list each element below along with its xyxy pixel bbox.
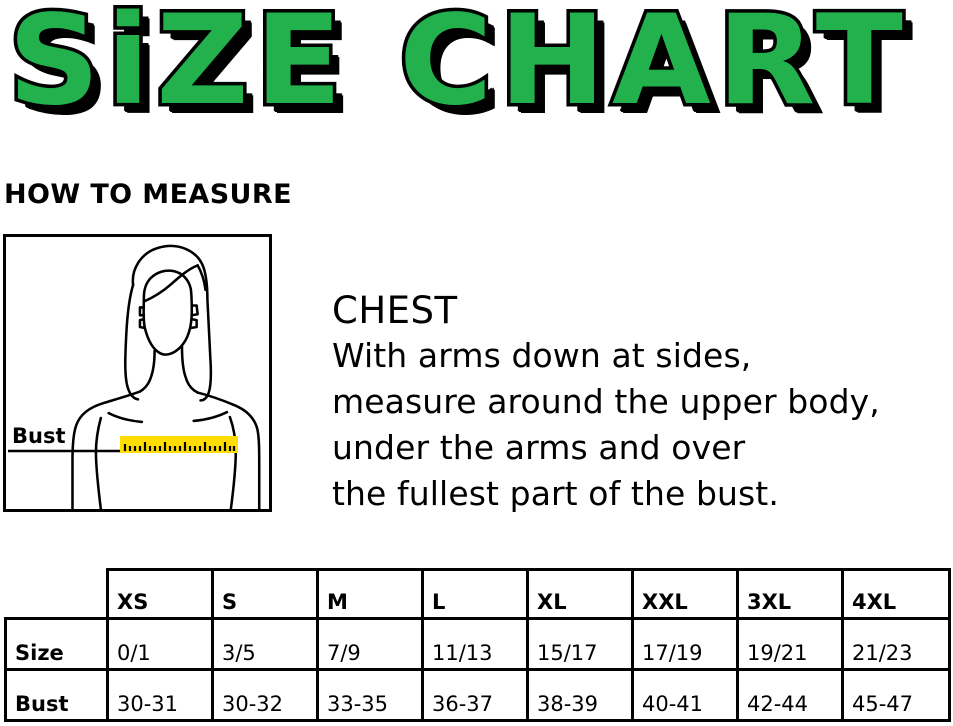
table-header-row: XS S M L XL XXL 3XL 4XL (5, 568, 951, 620)
row-label-size: Size (4, 617, 109, 671)
size-value-4xl: 21/23 (841, 617, 951, 671)
page-title: SiZE CHART (4, 0, 910, 137)
bust-value-m: 33-35 (316, 668, 424, 722)
bust-value-xxl: 40-41 (631, 668, 739, 722)
description-line-1: With arms down at sides, (332, 336, 752, 375)
measurement-description: CHEST With arms down at sides, measure a… (332, 288, 932, 517)
table-header-m: M (316, 568, 424, 620)
description-heading: CHEST (332, 289, 458, 332)
size-value-l: 11/13 (421, 617, 529, 671)
tape-measure-ticks (123, 442, 236, 451)
table-header-s: S (211, 568, 319, 620)
size-value-m: 7/9 (316, 617, 424, 671)
bust-value-xs: 30-31 (106, 668, 214, 722)
description-line-3: under the arms and over (332, 428, 746, 467)
bust-label: Bust (12, 424, 66, 448)
bust-value-l: 36-37 (421, 668, 529, 722)
row-label-bust: Bust (4, 668, 109, 722)
table-header-xs: XS (106, 568, 214, 620)
bust-value-4xl: 45-47 (841, 668, 951, 722)
table-row-bust: Bust 30-31 30-32 33-35 36-37 38-39 40-41… (4, 668, 951, 722)
female-torso-figure-icon (71, 244, 261, 509)
table-corner-cell (5, 569, 108, 619)
table-header-xl: XL (526, 568, 634, 620)
table-header-l: L (421, 568, 529, 620)
measurement-illustration (3, 234, 272, 512)
table-header-4xl: 4XL (841, 568, 951, 620)
description-line-4: the fullest part of the bust. (332, 474, 779, 513)
size-value-s: 3/5 (211, 617, 319, 671)
table-header-3xl: 3XL (736, 568, 844, 620)
how-to-measure-heading: HOW TO MEASURE (4, 179, 292, 210)
size-chart-table: XS S M L XL XXL 3XL 4XL Size 0/1 3/5 7/9… (4, 568, 951, 722)
page-title-block: SiZE CHART (0, 0, 953, 150)
bust-value-s: 30-32 (211, 668, 319, 722)
bust-measurement-overlay (8, 436, 238, 453)
table-row-size: Size 0/1 3/5 7/9 11/13 15/17 17/19 19/21… (4, 617, 951, 671)
bust-value-3xl: 42-44 (736, 668, 844, 722)
size-value-xxl: 17/19 (631, 617, 739, 671)
size-value-xs: 0/1 (106, 617, 214, 671)
size-value-xl: 15/17 (526, 617, 634, 671)
size-value-3xl: 19/21 (736, 617, 844, 671)
table-header-xxl: XXL (631, 568, 739, 620)
description-line-2: measure around the upper body, (332, 382, 880, 421)
bust-value-xl: 38-39 (526, 668, 634, 722)
